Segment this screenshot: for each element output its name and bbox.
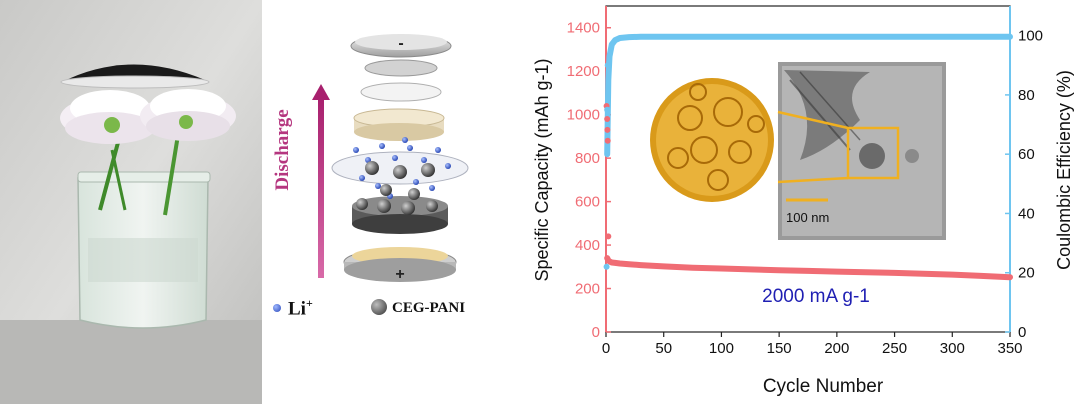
efficiency-point — [805, 34, 811, 40]
ion-particles — [353, 137, 451, 215]
y-left-axis-title: Specific Capacity (mAh g-1) — [532, 58, 552, 281]
efficiency-point — [661, 34, 667, 40]
efficiency-point — [978, 34, 984, 40]
capacity-point — [805, 268, 811, 274]
efficiency-point — [718, 34, 724, 40]
y-left-tick-label: 200 — [575, 281, 600, 298]
x-tick-label: 350 — [997, 340, 1022, 357]
efficiency-point — [605, 77, 611, 83]
y-right-tick-label: 40 — [1018, 205, 1035, 222]
inset-connector-bottom — [777, 176, 849, 184]
capacity-point — [834, 269, 840, 275]
y-left-tick-label: 1400 — [567, 20, 600, 37]
x-tick-label: 50 — [655, 340, 672, 357]
efficiency-point — [617, 35, 623, 41]
discharge-arrow — [318, 98, 324, 278]
capacity-point — [638, 262, 644, 268]
capacity-point — [718, 266, 724, 272]
y-left-tick-label: 1000 — [567, 107, 600, 124]
y-right-tick-label: 100 — [1018, 28, 1043, 45]
efficiency-point — [626, 34, 632, 40]
y-left-tick-label: 600 — [575, 194, 600, 211]
capacity-point — [949, 272, 955, 278]
efficiency-point — [776, 34, 782, 40]
capacity-early-point — [604, 126, 611, 133]
battery-schematic: - + — [262, 0, 520, 404]
efficiency-point — [638, 34, 644, 40]
inset-connector-top — [777, 110, 849, 130]
capacity-series-line — [604, 255, 1013, 281]
y-left-tick-label: 0 — [592, 324, 600, 341]
capacity-point — [920, 271, 926, 277]
x-tick-label: 300 — [940, 340, 965, 357]
y-left-tick-label: 1200 — [567, 63, 600, 80]
efficiency-point — [949, 34, 955, 40]
x-tick-label: 0 — [602, 340, 610, 357]
cycling-chart: 0 50 100 150 200 250 300 350 0 200 400 600 800 1000 12… — [520, 0, 1080, 404]
ceg-pani-legend-icon — [371, 299, 387, 315]
capacity-point — [776, 267, 782, 273]
capacity-point — [626, 261, 632, 267]
y-right-axis-title: Coulombic Efficiency (%) — [1054, 70, 1074, 270]
tem-inset: 100 nm — [778, 62, 946, 240]
capacity-point — [661, 263, 667, 269]
flower-left — [60, 90, 160, 144]
x-axis-title: Cycle Number — [763, 376, 884, 397]
capacity-point — [747, 266, 753, 272]
x-tick-label: 250 — [882, 340, 907, 357]
efficiency-point — [1007, 34, 1013, 40]
capacity-point — [690, 265, 696, 271]
efficiency-point — [834, 34, 840, 40]
efficiency-point — [747, 34, 753, 40]
x-tick-label: 150 — [767, 340, 792, 357]
capacity-point — [617, 261, 623, 267]
efficiency-point — [609, 42, 615, 48]
hollow-sphere-model — [650, 78, 774, 202]
capacity-point — [978, 273, 984, 279]
plus-sign: + — [395, 266, 404, 283]
photo-flowers-beaker — [0, 0, 262, 404]
li-ion-legend-icon — [273, 304, 281, 312]
capacity-early-point — [604, 137, 611, 144]
capacity-point — [892, 270, 898, 276]
efficiency-early-point — [604, 106, 611, 113]
flower-right — [140, 89, 236, 141]
legend-li: Li+ — [288, 296, 313, 320]
efficiency-point — [606, 53, 612, 59]
efficiency-point — [690, 34, 696, 40]
y-right-tick-label: 60 — [1018, 146, 1035, 163]
y-left-tick-label: 800 — [575, 150, 600, 167]
x-tick-label: 100 — [709, 340, 734, 357]
capacity-point — [863, 269, 869, 275]
inset-zoom-box — [846, 126, 900, 180]
efficiency-point — [892, 34, 898, 40]
y-right-tick-label: 0 — [1018, 324, 1026, 341]
y-right-tick-label: 20 — [1018, 265, 1035, 282]
minus-sign: - — [398, 35, 403, 52]
efficiency-point — [604, 151, 610, 157]
x-tick-label: 200 — [824, 340, 849, 357]
capacity-point — [612, 260, 618, 266]
legend-ceg-pani: CEG-PANI — [392, 300, 466, 316]
efficiency-point — [863, 34, 869, 40]
efficiency-early-point — [603, 263, 610, 270]
capacity-early-point — [604, 116, 611, 123]
discharge-label: Discharge — [272, 109, 293, 191]
y-right-tick-label: 80 — [1018, 87, 1035, 104]
efficiency-point — [612, 37, 618, 43]
capacity-early-point — [605, 233, 612, 240]
current-density-label: 2000 mA g-1 — [762, 286, 870, 307]
efficiency-point — [920, 34, 926, 40]
scale-label: 100 nm — [786, 210, 829, 225]
efficiency-early-point — [604, 62, 611, 69]
y-left-tick-label: 400 — [575, 237, 600, 254]
capacity-point — [1007, 274, 1013, 280]
